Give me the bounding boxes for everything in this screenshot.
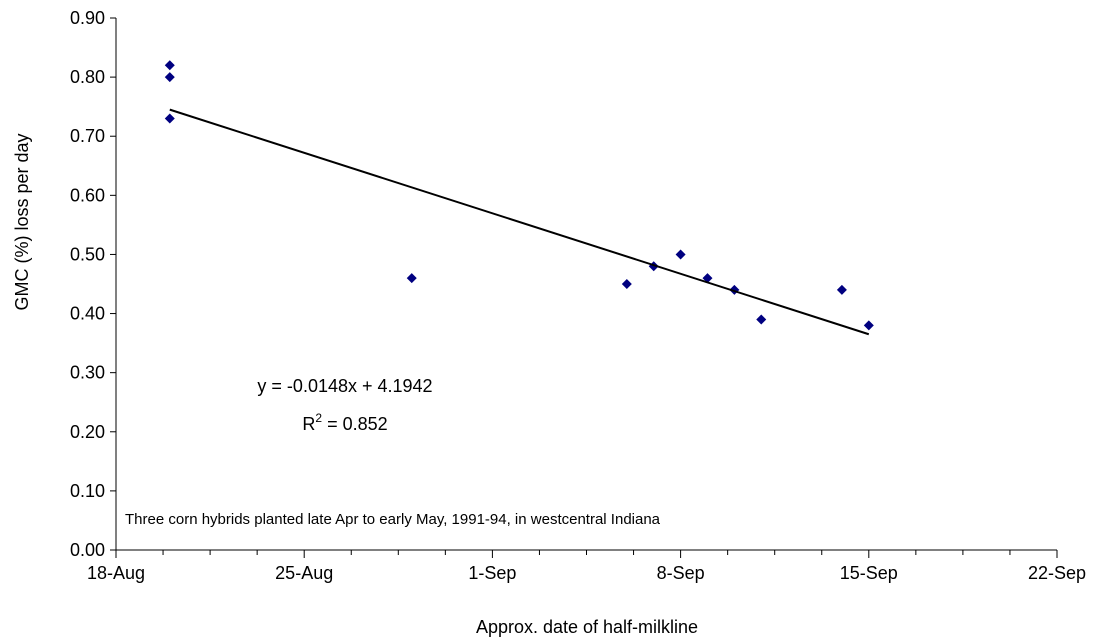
x-axis-ticks: 18-Aug 25-Aug 1-Sep 8-Sep 15-Sep 22-Sep [87, 550, 1086, 583]
r-squared-label: R2 = 0.852 [302, 411, 387, 434]
data-point [863, 320, 874, 331]
chart-annotation: Three corn hybrids planted late Apr to e… [125, 511, 661, 528]
x-tick-label: 1-Sep [468, 563, 516, 583]
data-point [164, 72, 175, 83]
y-tick-label: 0.30 [70, 363, 105, 383]
data-point [756, 314, 767, 325]
data-point [164, 113, 175, 124]
y-tick-label: 0.10 [70, 481, 105, 501]
data-point [621, 279, 632, 289]
y-tick-label: 0.60 [70, 185, 105, 205]
x-tick-label: 22-Sep [1028, 563, 1086, 583]
y-tick-label: 0.00 [70, 540, 105, 560]
data-point [406, 273, 417, 284]
trendline-equation: y = -0.0148x + 4.1942 [257, 376, 432, 396]
y-tick-label: 0.80 [70, 67, 105, 87]
data-point [164, 60, 175, 71]
r-squared-value: = 0.852 [322, 414, 388, 434]
y-tick-label: 0.20 [70, 422, 105, 442]
y-tick-label: 0.40 [70, 304, 105, 324]
y-axis-ticks: 0.00 0.10 0.20 0.30 0.40 0.50 0.60 0.70 0.80 0.90 [70, 8, 116, 560]
data-point [675, 249, 686, 260]
trendline [169, 108, 870, 336]
y-tick-label: 0.50 [70, 244, 105, 264]
y-axis-title: GMC (%) loss per day [12, 133, 32, 310]
y-tick-label: 0.90 [70, 8, 105, 28]
r-squared-prefix: R [302, 414, 315, 434]
y-tick-label: 0.70 [70, 126, 105, 146]
x-tick-label: 18-Aug [87, 563, 145, 583]
r-squared-superscript: 2 [315, 411, 322, 425]
x-tick-label: 15-Sep [840, 563, 898, 583]
x-tick-label: 8-Sep [657, 563, 705, 583]
x-tick-label: 25-Aug [275, 563, 333, 583]
data-point [836, 284, 847, 295]
x-axis-title: Approx. date of half-milkline [476, 617, 698, 637]
data-points [164, 60, 874, 331]
